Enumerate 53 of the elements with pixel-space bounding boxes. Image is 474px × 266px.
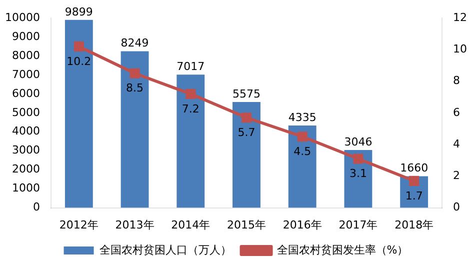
y-tick-label: 4000 — [12, 124, 40, 138]
data-label: 10.2 — [66, 54, 92, 68]
y-tick-label: 0 — [32, 200, 40, 214]
legend-label: 全国农村贫困发生率（%） — [276, 243, 408, 256]
y2-tick-label: 10 — [453, 42, 468, 56]
x-tick-label: 2012年 — [59, 218, 98, 232]
data-label: 7017 — [176, 60, 205, 73]
x-tick-label: 2016年 — [282, 218, 322, 232]
legend-label: 全国农村贫困人口（万人） — [99, 243, 232, 256]
x-tick-label: 2013年 — [115, 218, 154, 232]
y-tick-label: 2000 — [12, 162, 40, 176]
point — [186, 88, 196, 99]
y-tick-label: 8000 — [12, 48, 40, 62]
y-tick-label: 6000 — [12, 86, 40, 100]
bar — [288, 126, 316, 208]
y2-tick-label: 6 — [453, 106, 460, 119]
data-label: 8249 — [120, 36, 149, 50]
point — [297, 132, 308, 142]
bar — [120, 51, 149, 208]
point — [241, 112, 252, 123]
y2-tick-label: 2 — [453, 169, 460, 182]
y-tick-label: 7000 — [12, 68, 40, 81]
y-tick-label: 3000 — [12, 144, 40, 157]
data-label: 1660 — [400, 162, 428, 175]
y2-tick-label: 12 — [453, 10, 468, 24]
point — [130, 68, 140, 78]
x-tick-label: 2017年 — [338, 218, 378, 232]
x-tick-label: 2014年 — [171, 218, 210, 232]
bar — [232, 102, 260, 208]
data-label: 3.1 — [349, 167, 367, 180]
data-label: 1.7 — [405, 189, 423, 202]
data-label: 5.7 — [238, 126, 256, 140]
data-label: 5575 — [232, 87, 260, 100]
point — [353, 154, 364, 164]
y2-tick-label: 4 — [453, 137, 460, 150]
y-tick-label: 5000 — [12, 106, 40, 119]
y2-tick-label: 8 — [453, 74, 460, 88]
point — [409, 176, 420, 186]
bar — [176, 74, 205, 208]
y-tick-label: 10000 — [4, 10, 40, 24]
point — [74, 41, 84, 52]
data-label: 3046 — [344, 135, 372, 148]
data-label: 4.5 — [294, 144, 312, 158]
y-tick-label: 1000 — [12, 182, 40, 195]
x-tick-label: 2018年 — [394, 218, 434, 232]
y2-tick-label: 0 — [453, 200, 460, 214]
x-tick-label: 2015年 — [227, 218, 266, 232]
data-label: 7.2 — [182, 102, 200, 116]
y-tick-label: 9000 — [12, 30, 40, 43]
data-label: 8.5 — [126, 82, 144, 95]
data-label: 4335 — [288, 110, 316, 124]
data-label: 9899 — [64, 5, 93, 18]
bar — [64, 20, 93, 208]
